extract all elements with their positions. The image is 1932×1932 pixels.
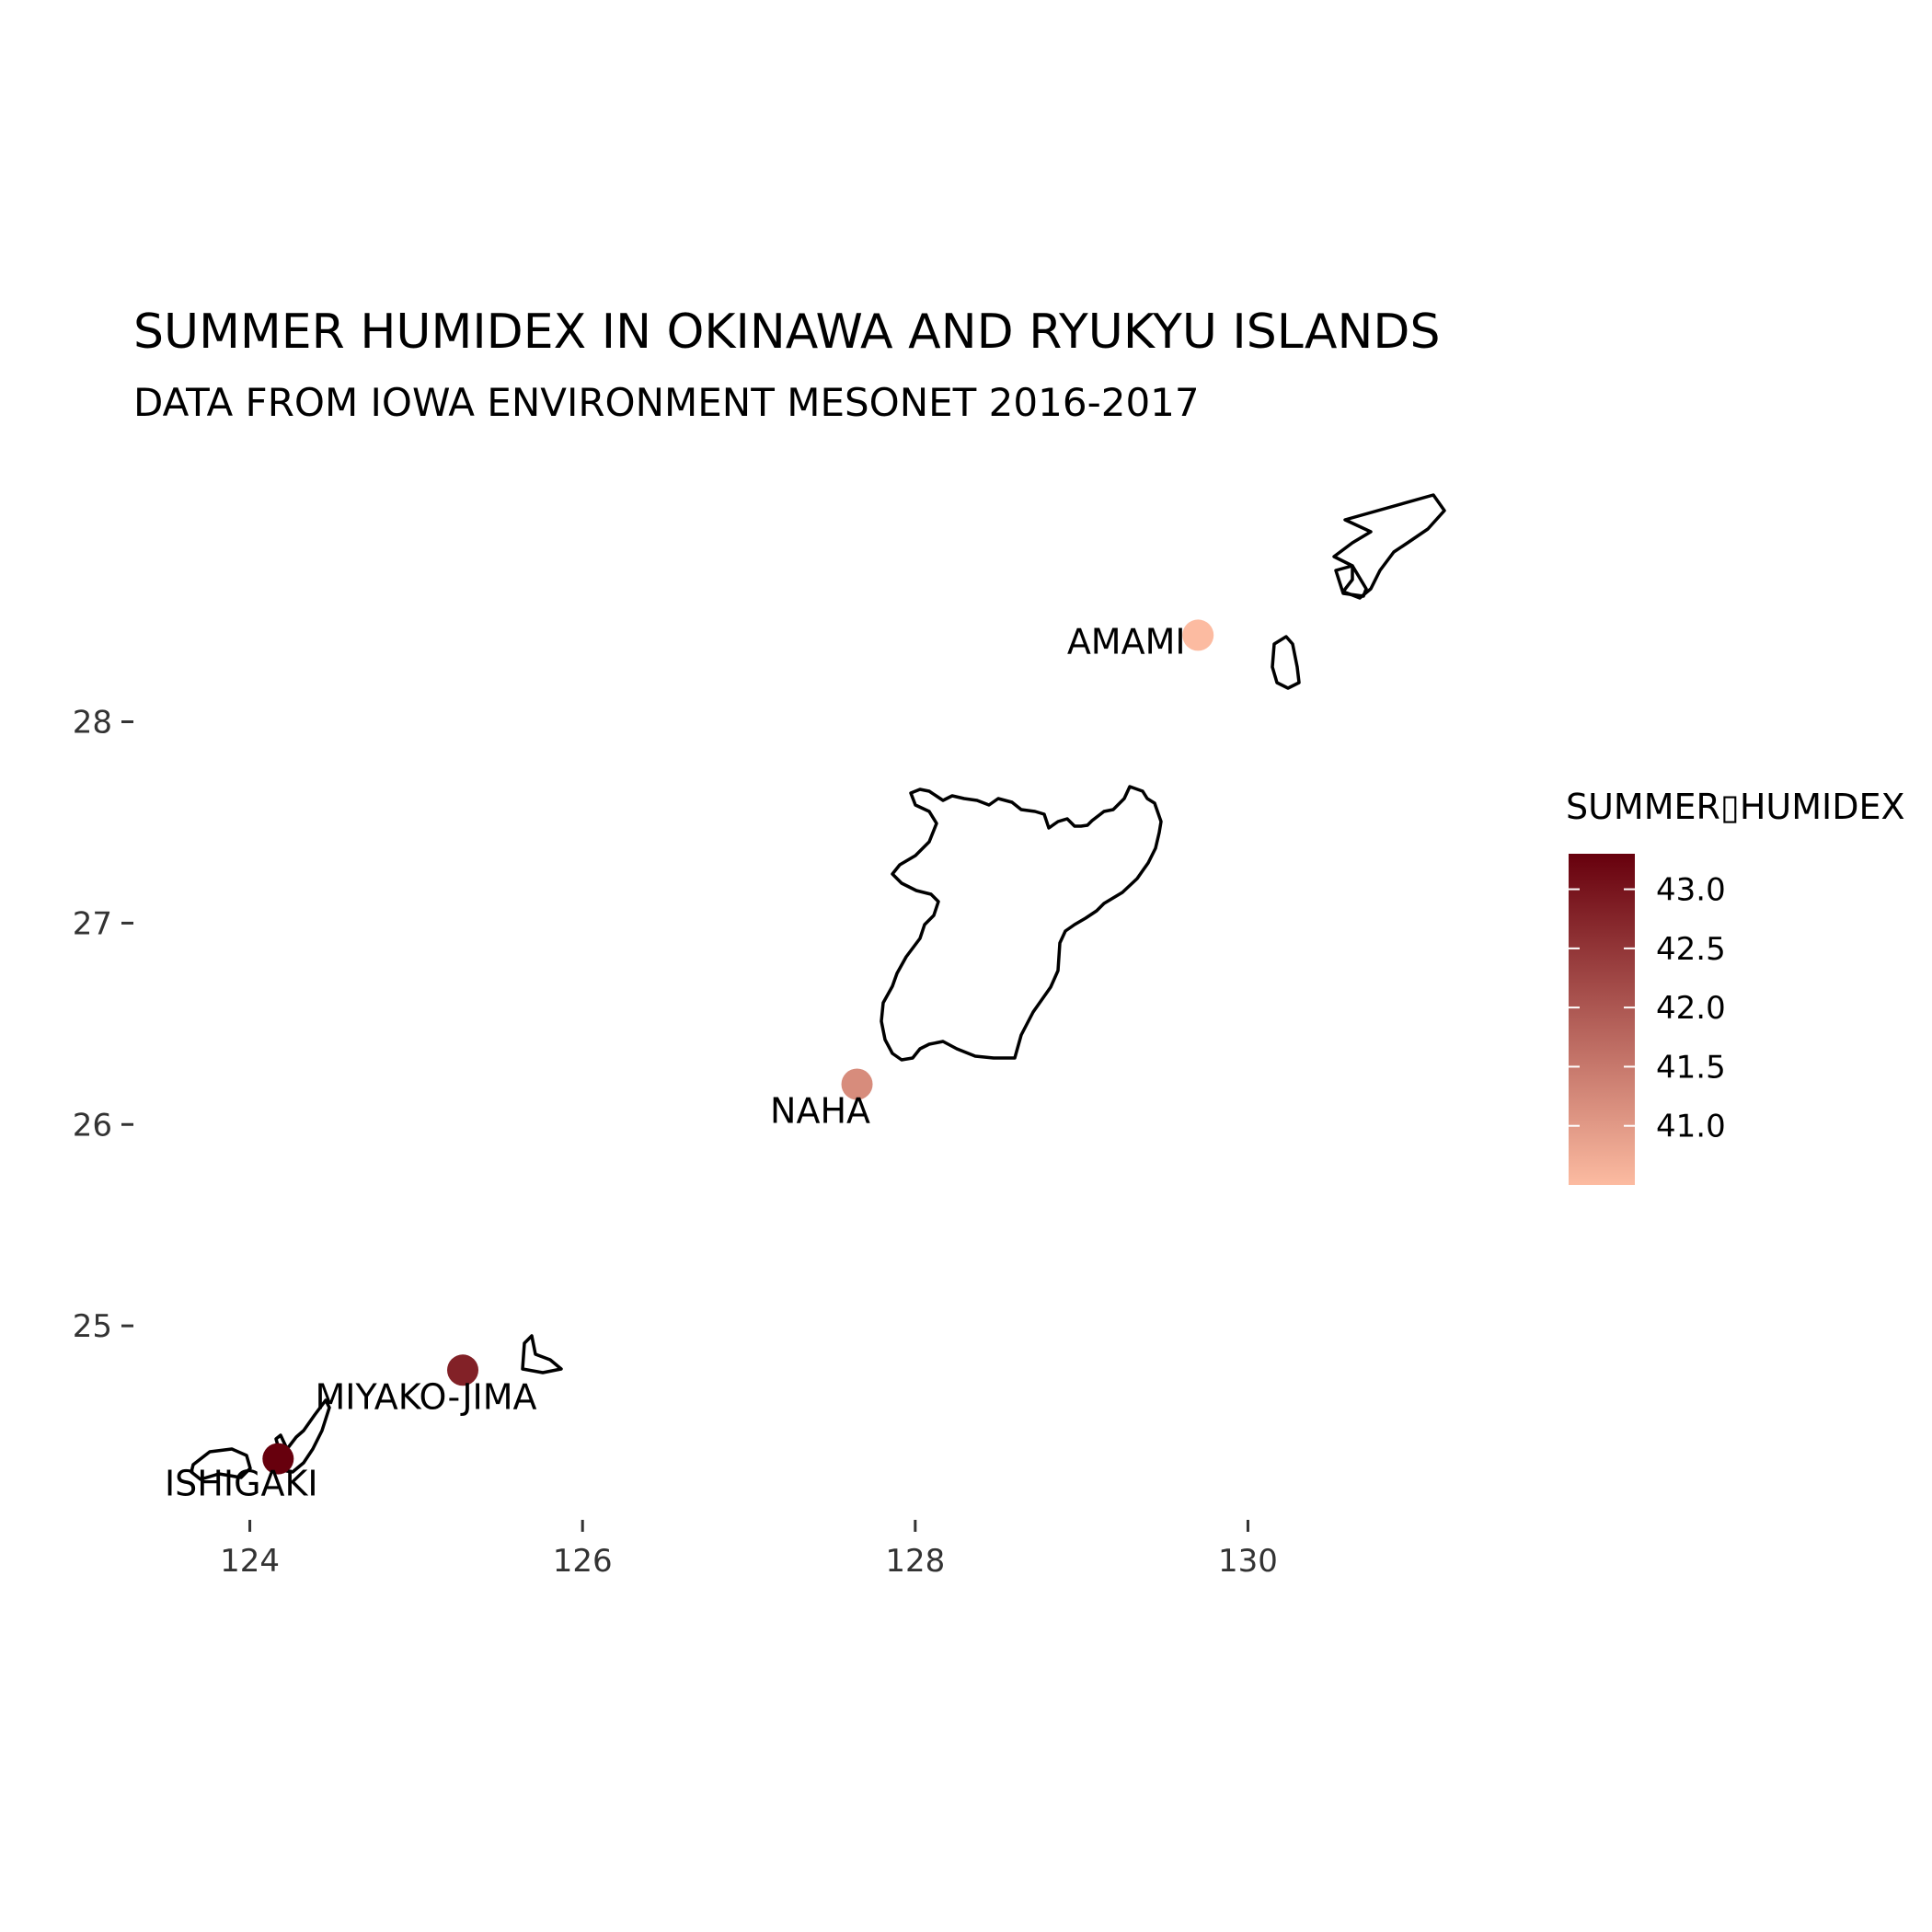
y-tick-label-26: 26 [73,1107,112,1144]
legend-label-1: 42.5 [1656,931,1726,968]
legend-ticks: 43.0 42.5 42.0 41.5 41.0 [1569,872,1726,1145]
station-label-miyako-jima: MIYAKO-JIMA [315,1376,536,1417]
island-okinawa [880,785,1163,1062]
station-point-ishigaki [262,1443,294,1475]
x-tick-label-128: 128 [885,1543,945,1580]
legend-label-0: 43.0 [1656,872,1726,909]
coastlines [190,493,1446,1481]
legend-label-3: 41.5 [1656,1049,1726,1086]
island-kakeroma [1334,564,1368,598]
station-label-naha: NAHA [770,1090,870,1131]
legend-label-2: 42.0 [1656,990,1726,1027]
map-title: SUMMER HUMIDEX IN OKINAWA AND RYUKYU ISL… [133,305,1440,360]
x-tick-label-126: 126 [553,1543,613,1580]
legend-label-4: 41.0 [1656,1109,1726,1145]
station-point-naha [841,1068,873,1100]
x-tick-label-124: 124 [220,1543,280,1580]
y-tick-label-25: 25 [73,1308,112,1345]
station-label-ishigaki: ISHIGAKI [165,1464,318,1504]
station-points [262,619,1214,1475]
island-ishigaki [274,1398,331,1474]
x-axis: 124 126 128 130 [220,1520,1278,1580]
legend-colorbar [1569,854,1635,1185]
map-subtitle: DATA FROM IOWA ENVIRONMENT MESONET 2016-… [133,380,1200,425]
island-tokunoshima [1271,635,1301,690]
legend-title: SUMMER▯HUMIDEX [1566,787,1905,827]
y-tick-label-27: 27 [73,905,112,942]
station-labels: AMAMI NAHA MIYAKO-JIMA ISHIGAKI [165,621,1186,1503]
color-legend: SUMMER▯HUMIDEX 43.0 42.5 42.0 41.5 41.0 [1566,787,1905,1185]
island-amami-oshima [1332,493,1446,600]
y-tick-label-28: 28 [73,705,112,742]
station-label-amami: AMAMI [1067,621,1186,661]
y-axis: 25 26 27 28 [73,705,133,1345]
island-iriomote [190,1447,252,1481]
station-point-miyako-jima [447,1354,479,1386]
x-tick-label-130: 130 [1218,1543,1278,1580]
station-point-amami [1182,619,1214,651]
island-miyako [521,1334,563,1374]
